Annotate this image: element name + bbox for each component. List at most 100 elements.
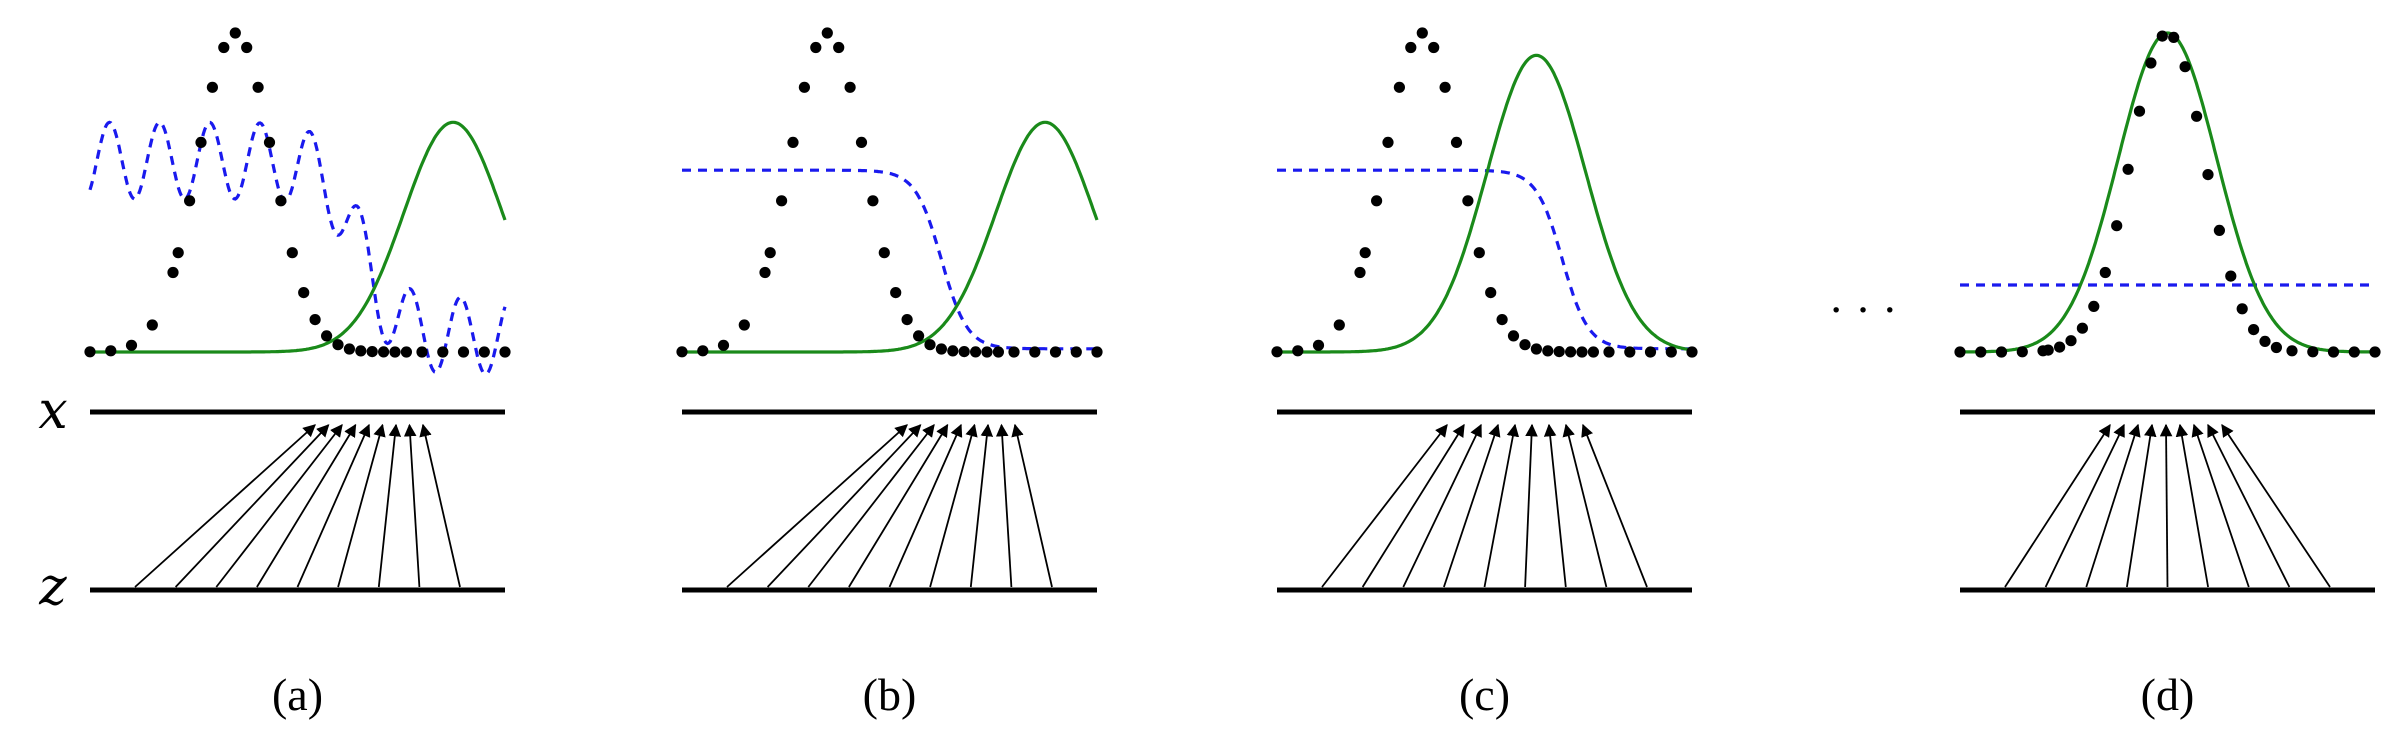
- data-point: [2248, 324, 2260, 336]
- data-point: [970, 346, 982, 358]
- data-point: [1587, 346, 1599, 358]
- data-point: [878, 247, 890, 259]
- panel-label: (c): [1459, 669, 1510, 720]
- data-point: [2270, 341, 2282, 354]
- mapping-arrow: [2191, 423, 2250, 588]
- data-point: [787, 136, 799, 148]
- data-point: [321, 330, 333, 342]
- mapping-arrow: [995, 423, 1013, 588]
- data-point: [2133, 105, 2146, 117]
- data-point: [229, 27, 241, 39]
- generator-curve: [1959, 31, 2376, 354]
- data-point: [1008, 346, 1020, 358]
- data-point: [717, 339, 730, 351]
- mapping-arrow: [2085, 423, 2141, 588]
- data-point: [738, 319, 750, 331]
- mapping-arrow: [1562, 423, 1608, 588]
- mapping-arrow: [1361, 423, 1465, 588]
- data-point: [1624, 346, 1636, 358]
- panel-label: (b): [863, 669, 917, 720]
- mapping-arrow: [1443, 423, 1501, 588]
- data-point: [1519, 339, 1531, 351]
- data-point: [1507, 330, 1520, 342]
- data-point: [2348, 346, 2360, 358]
- data-point: [218, 41, 230, 54]
- data-point: [332, 339, 344, 351]
- data-point: [275, 195, 287, 207]
- discriminator-curve: [1277, 168, 1692, 351]
- panel-label: (d): [2141, 669, 2195, 720]
- data-point: [1450, 136, 1463, 148]
- data-point: [2236, 303, 2248, 315]
- data-point: [764, 247, 776, 259]
- mapping-arrow: [1483, 423, 1520, 588]
- mapping-arrow: [2207, 423, 2291, 588]
- data-point: [478, 346, 490, 358]
- data-point: [1530, 343, 1542, 355]
- data-point: [1496, 314, 1508, 326]
- data-point: [457, 346, 470, 358]
- mapping-arrow: [377, 423, 402, 588]
- data-point: [1070, 346, 1082, 358]
- data-point: [1954, 346, 1966, 358]
- data-point: [759, 266, 771, 279]
- data-point: [2168, 31, 2180, 43]
- data-point: [855, 136, 868, 148]
- mapping-arrow: [215, 424, 343, 588]
- mapping-arrow: [888, 423, 963, 588]
- generator-curve: [90, 120, 507, 354]
- data-point: [2122, 163, 2134, 175]
- data-point: [146, 319, 158, 331]
- data-point: [2088, 300, 2100, 312]
- mapping-arrow: [1581, 423, 1648, 588]
- data-point: [172, 247, 184, 259]
- data-point: [2259, 335, 2271, 347]
- data-point: [195, 136, 207, 148]
- data-point: [1393, 81, 1405, 93]
- mapping-arrow: [2159, 423, 2173, 588]
- data-point: [2065, 335, 2077, 347]
- mapping-arrow: [848, 423, 949, 588]
- data-point: [1312, 339, 1325, 351]
- data-point: [1359, 247, 1371, 259]
- mapping-arrow: [2004, 423, 2111, 588]
- data-point: [2307, 346, 2319, 358]
- data-point: [2076, 322, 2088, 334]
- data-point: [1576, 346, 1588, 358]
- data-point: [1354, 266, 1366, 279]
- panel-label: (a): [272, 669, 323, 720]
- data-point: [2286, 345, 2298, 357]
- data-point: [2179, 61, 2191, 73]
- data-point: [1416, 27, 1428, 39]
- mapping-arrow: [296, 423, 371, 588]
- data-point: [1553, 346, 1565, 358]
- data-point: [1428, 41, 1440, 54]
- mapping-arrow: [1524, 423, 1538, 588]
- ellipsis-text: · · ·: [1829, 284, 1898, 335]
- mapping-arrow: [2175, 423, 2209, 588]
- data-point: [776, 195, 788, 207]
- data-point: [2099, 266, 2111, 279]
- mapping-arrow: [337, 423, 386, 588]
- x-axis-letter: x: [38, 381, 67, 441]
- data-point: [867, 195, 879, 207]
- data-point: [389, 346, 401, 358]
- mapping-arrow: [2044, 423, 2125, 588]
- data-point: [2191, 110, 2203, 122]
- data-point: [241, 41, 253, 54]
- data-point: [355, 345, 367, 357]
- data-point: [1382, 136, 1394, 148]
- data-point: [1975, 346, 1987, 358]
- data-point: [1049, 346, 1062, 358]
- data-point: [1091, 346, 1103, 358]
- mapping-arrow: [1543, 423, 1567, 588]
- data-point: [958, 346, 970, 358]
- mapping-arrow: [2126, 423, 2157, 588]
- panel-a: (a): [84, 27, 511, 720]
- data-point: [1603, 346, 1615, 358]
- data-point: [1644, 346, 1657, 358]
- data-point: [1371, 195, 1383, 207]
- discriminator-curve: [88, 120, 507, 376]
- mapping-arrow: [419, 423, 461, 588]
- data-point: [1686, 346, 1698, 358]
